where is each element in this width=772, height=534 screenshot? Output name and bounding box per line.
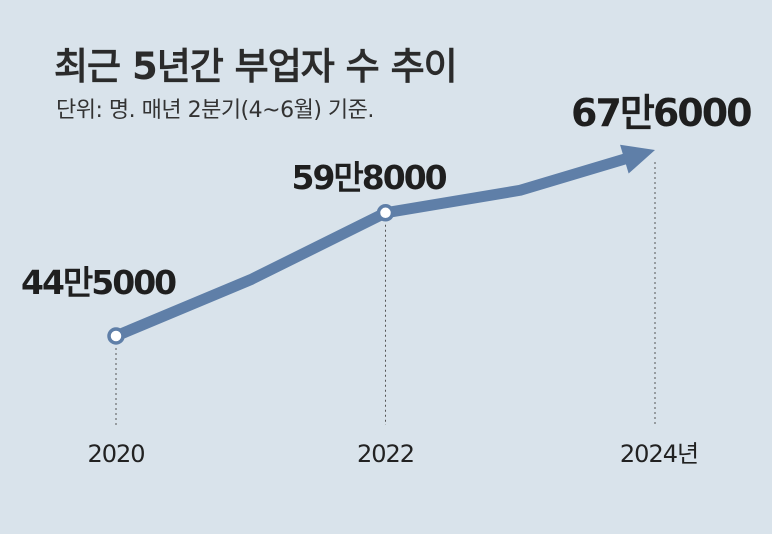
data-label: 67만6000 (571, 91, 751, 135)
data-point-marker (376, 204, 395, 222)
x-tick-label: 2024년 (620, 440, 698, 468)
chart-subtitle: 단위: 명. 매년 2분기(4~6월) 기준. (56, 98, 374, 123)
data-label: 44만5000 (21, 263, 176, 302)
data-label: 59만8000 (292, 158, 447, 197)
x-tick-label: 2020 (87, 440, 144, 468)
data-point-marker (107, 327, 125, 345)
chart-title: 최근 5년간 부업자 수 추이 (54, 45, 458, 88)
x-tick-label: 2022 (357, 440, 414, 468)
arrow-head (620, 144, 655, 174)
